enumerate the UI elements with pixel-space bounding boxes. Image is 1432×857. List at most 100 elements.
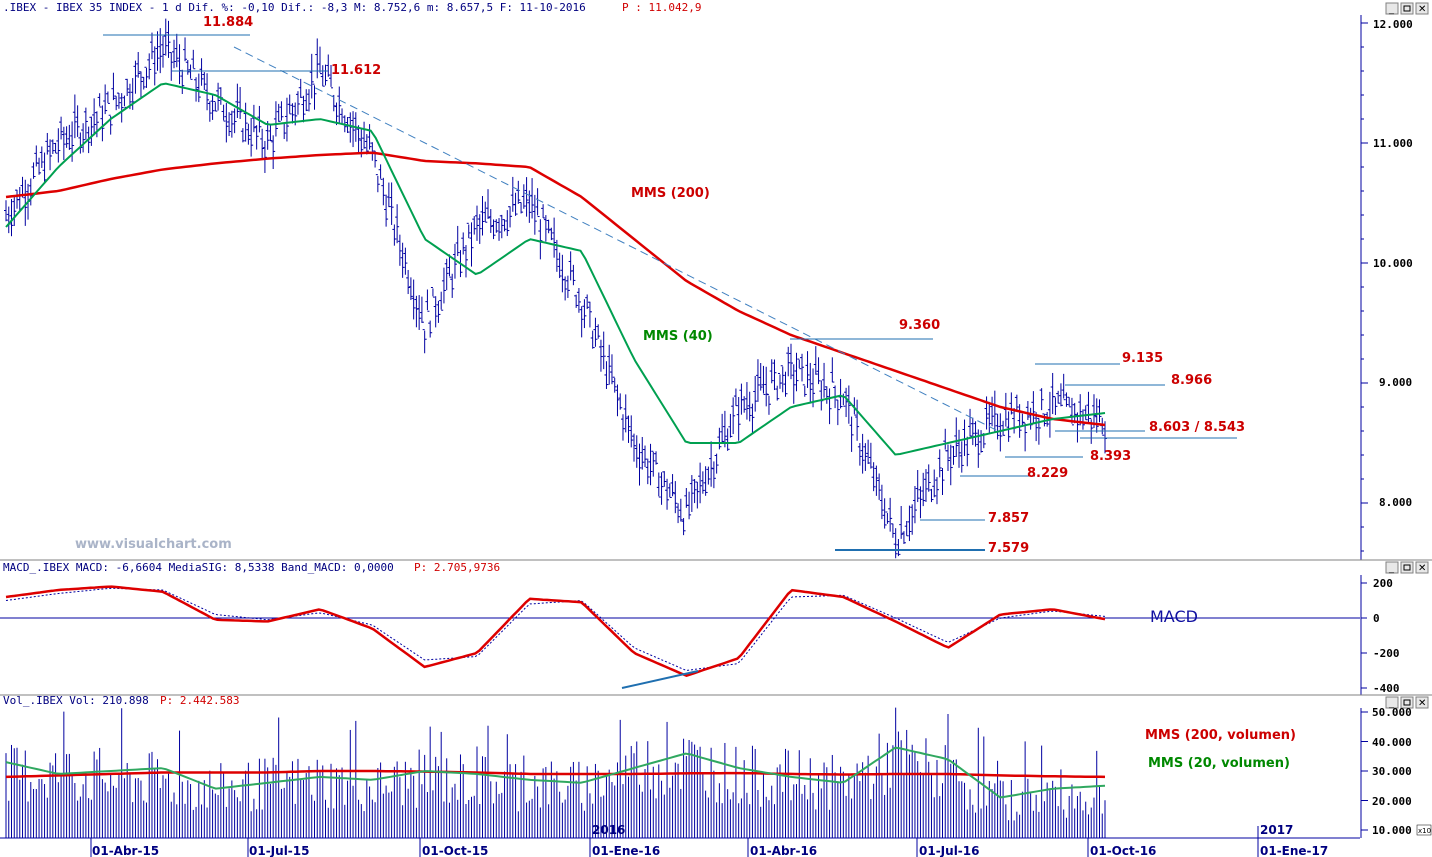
price-candle [637,443,642,486]
price-candle [797,358,802,370]
price-candle [180,69,185,95]
price-candle [700,471,705,494]
annotation-vol20: MMS (20, volumen) [1148,756,1290,771]
price-axis-ticks [1361,22,1368,552]
price-candle [579,306,584,338]
price-candle [899,505,904,539]
price-candle [890,523,895,538]
price-candle [910,504,915,535]
price-candle [888,497,893,532]
price-candle [31,162,36,179]
price-candle [761,365,766,395]
price-candle [557,252,562,279]
mms40-line [5,82,1106,456]
price-candle [609,354,614,385]
price-candle [714,453,719,474]
price-candle [472,216,477,235]
price-candle [667,483,672,498]
price-candle [1078,394,1083,426]
price-candle [549,227,554,241]
price-tick-label-9000: 9.000 [1379,376,1412,389]
x-tick-label-oct16: 01-Oct-16 [1090,844,1156,857]
price-candle [202,72,207,90]
price-candle [877,473,882,500]
price-candle [640,436,645,470]
price-candle [1039,388,1044,411]
price-candle [136,52,141,78]
price-candle [736,397,741,441]
price-candle [9,199,14,237]
price-candle [623,394,628,433]
price-candle [287,94,292,115]
macd-close-button[interactable] [1415,561,1429,574]
volume-close-button[interactable] [1415,696,1429,709]
price-candle [428,320,433,338]
price-candle [1023,422,1028,452]
maximize-button[interactable] [1400,2,1414,15]
minimize-button[interactable] [1385,2,1399,15]
price-candle [979,430,984,453]
vol20-line [5,746,1106,799]
price-candle [329,64,334,89]
price-candle [937,449,942,478]
price-candle [114,95,119,111]
macd-divergence-line [621,670,699,689]
price-candle [144,66,149,88]
price-candle [105,91,110,104]
price-candle [626,415,631,443]
volume-minimize-button[interactable] [1385,696,1399,709]
price-candle [1058,383,1063,407]
price-candle [425,289,430,312]
price-candle [279,101,284,121]
x-tick-label-abr15: 01-Abr-15 [92,844,159,857]
macd-tick-label-m200: -200 [1373,647,1400,660]
price-candle [656,472,661,498]
price-candle [172,39,177,69]
price-candle [83,107,88,140]
price-candle [662,471,667,487]
macd-maximize-button[interactable] [1400,561,1414,574]
volume-maximize-button[interactable] [1400,696,1414,709]
price-candle [210,94,215,120]
price-candle [733,388,738,407]
price-candle [194,77,199,102]
price-candle [541,204,546,219]
price-candle [367,124,372,150]
price-candle [403,247,408,275]
price-candle [439,291,444,311]
price-candle [251,104,256,133]
price-candle [802,384,807,397]
volume-tick-label-40000: 40.000 [1372,736,1412,749]
price-candle [769,359,774,384]
price-candle [1025,401,1030,420]
price-candle [111,72,116,101]
price-candle [265,121,270,150]
price-candle [720,413,725,443]
price-candle [1034,412,1039,442]
macd-maximize-icon [1403,564,1411,571]
price-candle [711,461,716,489]
price-candle [687,491,692,520]
price-candle [1069,397,1074,426]
price-candle [929,488,934,503]
price-candle [50,139,55,154]
price-candle [505,210,510,237]
macd-minimize-button[interactable] [1385,561,1399,574]
macd-tick-label-0: 0 [1373,612,1380,625]
price-window-buttons: _ ✕ [1385,2,1429,15]
price-candle [1006,411,1011,442]
price-candle [271,135,276,170]
annotation-7857: 7.857 [988,511,1029,526]
price-candle [926,464,931,492]
price-candle [643,445,648,468]
close-button[interactable] [1415,2,1429,15]
annotation-11612: 11.612 [331,63,381,78]
price-candle [306,89,311,112]
price-candle [620,414,625,441]
price-candle [461,232,466,255]
price-candle [61,126,66,161]
price-candle [199,58,204,86]
price-candle [406,269,411,295]
price-candle [1072,402,1077,424]
price-candle [64,126,69,148]
